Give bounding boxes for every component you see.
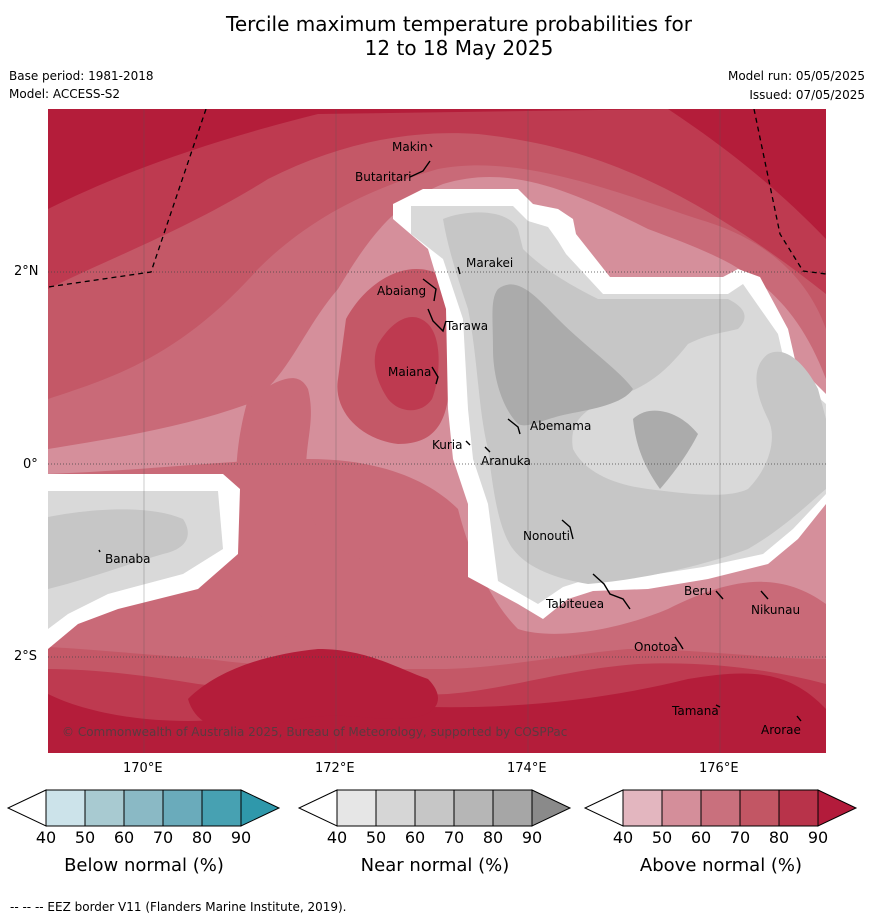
issued-date: Issued: 07/05/2025 [749, 88, 865, 102]
colorbar-below-normal [6, 789, 281, 827]
model-run: Model run: 05/05/2025 [727, 69, 865, 83]
place-labels: Makin Butaritari Marakei Abaiang Tarawa … [105, 140, 801, 737]
colorbar-segment [45, 789, 86, 827]
colorbar-tick-label: 50 [74, 828, 96, 847]
map-canvas: Makin Butaritari Marakei Abaiang Tarawa … [48, 109, 826, 753]
place-butaritari: Butaritari [355, 170, 412, 184]
colorbar-tick-label: 90 [807, 828, 829, 847]
base-period: Base period: 1981-2018 [9, 69, 154, 83]
colorbar-segment [739, 789, 780, 827]
colorbar-tick-label: 40 [326, 828, 348, 847]
colorbar-tick-label: 90 [230, 828, 252, 847]
colorbar-high-triangle [817, 789, 858, 827]
colorbar-segment [201, 789, 242, 827]
colorbar-above-svg [583, 789, 858, 827]
colorbar-near-title: Near normal (%) [360, 855, 510, 876]
title-line-1: Tercile maximum temperature probabilitie… [226, 12, 692, 36]
place-marakei: Marakei [466, 256, 513, 270]
eez-footer-note: -- -- -- EEZ border V11 (Flanders Marine… [10, 900, 347, 914]
colorbar-segment [414, 789, 455, 827]
title-line-2: 12 to 18 May 2025 [364, 36, 554, 60]
place-tarawa: Tarawa [445, 319, 488, 333]
colorbar-segment [84, 789, 125, 827]
colorbar-tick-label: 60 [690, 828, 712, 847]
place-nonouti: Nonouti [523, 529, 570, 543]
colorbar-tick-label: 60 [113, 828, 135, 847]
colorbar-tick-label: 60 [404, 828, 426, 847]
colorbar-below-svg [6, 789, 281, 827]
lon-tick-174e: 174°E [507, 761, 547, 776]
near-50-west [48, 509, 188, 589]
place-tabiteuea: Tabiteuea [545, 597, 604, 611]
colorbar-low-triangle [6, 789, 47, 827]
above-80-core [374, 316, 439, 411]
atolls [98, 143, 802, 722]
colorbar-low-triangle [583, 789, 624, 827]
place-beru: Beru [684, 584, 712, 598]
colorbar-segment [123, 789, 164, 827]
colorbar-tick-label: 50 [651, 828, 673, 847]
lat-tick-2n: 2°N [14, 264, 39, 279]
place-banaba: Banaba [105, 552, 151, 566]
place-aranuka: Aranuka [481, 454, 531, 468]
colorbar-tick-label: 80 [482, 828, 504, 847]
above-60-tongue [236, 378, 488, 654]
lat-tick-0: 0° [23, 457, 38, 472]
colorbar-tick-label: 40 [612, 828, 634, 847]
colorbar-segment [622, 789, 663, 827]
colorbar-high-triangle [240, 789, 281, 827]
place-arorae: Arorae [761, 723, 801, 737]
colorbar-tick-label: 80 [191, 828, 213, 847]
colorbar-tick-label: 70 [443, 828, 465, 847]
near-60-region [492, 284, 633, 426]
place-maiana: Maiana [388, 365, 431, 379]
place-onotoa: Onotoa [634, 640, 678, 654]
colorbar-segment [661, 789, 702, 827]
latitude-lines [48, 271, 826, 658]
model-name: Model: ACCESS-S2 [9, 87, 121, 101]
lon-tick-172e: 172°E [315, 761, 355, 776]
colorbar-low-triangle [297, 789, 338, 827]
colorbar-above-title: Above normal (%) [639, 855, 803, 876]
probability-map: Makin Butaritari Marakei Abaiang Tarawa … [48, 109, 826, 753]
colorbar-tick-label: 70 [152, 828, 174, 847]
place-tamana: Tamana [671, 704, 719, 718]
colorbar-high-triangle [531, 789, 572, 827]
lon-tick-176e: 176°E [699, 761, 739, 776]
place-makin: Makin [392, 140, 428, 154]
colorbar-tick-label: 50 [365, 828, 387, 847]
colorbar-near-svg [297, 789, 572, 827]
colorbar-segment [375, 789, 416, 827]
place-kuria: Kuria [432, 438, 463, 452]
colorbar-below-title: Below normal (%) [64, 855, 224, 876]
lat-tick-2s: 2°S [14, 649, 38, 664]
eez-border [48, 109, 826, 288]
colorbar-above-normal [583, 789, 858, 827]
colorbar-tick-label: 70 [729, 828, 751, 847]
colorbar-near-normal [297, 789, 572, 827]
colorbar-tick-label: 80 [768, 828, 790, 847]
colorbar-segment [162, 789, 203, 827]
copyright-notice: © Commonwealth of Australia 2025, Bureau… [62, 725, 567, 739]
near-60-east [633, 410, 698, 489]
colorbar-tick-label: 40 [35, 828, 57, 847]
colorbar-segment [492, 789, 533, 827]
place-nikunau: Nikunau [751, 603, 800, 617]
graticule [143, 109, 721, 753]
place-abaiang: Abaiang [377, 284, 426, 298]
colorbar-tick-label: 90 [521, 828, 543, 847]
above-90-south [188, 649, 438, 730]
colorbar-segment [778, 789, 819, 827]
colorbar-segment [453, 789, 494, 827]
place-abemama: Abemama [530, 419, 591, 433]
colorbar-segment [700, 789, 741, 827]
colorbar-segment [336, 789, 377, 827]
map-title: Tercile maximum temperature probabilitie… [0, 12, 873, 60]
lon-tick-170e: 170°E [123, 761, 163, 776]
